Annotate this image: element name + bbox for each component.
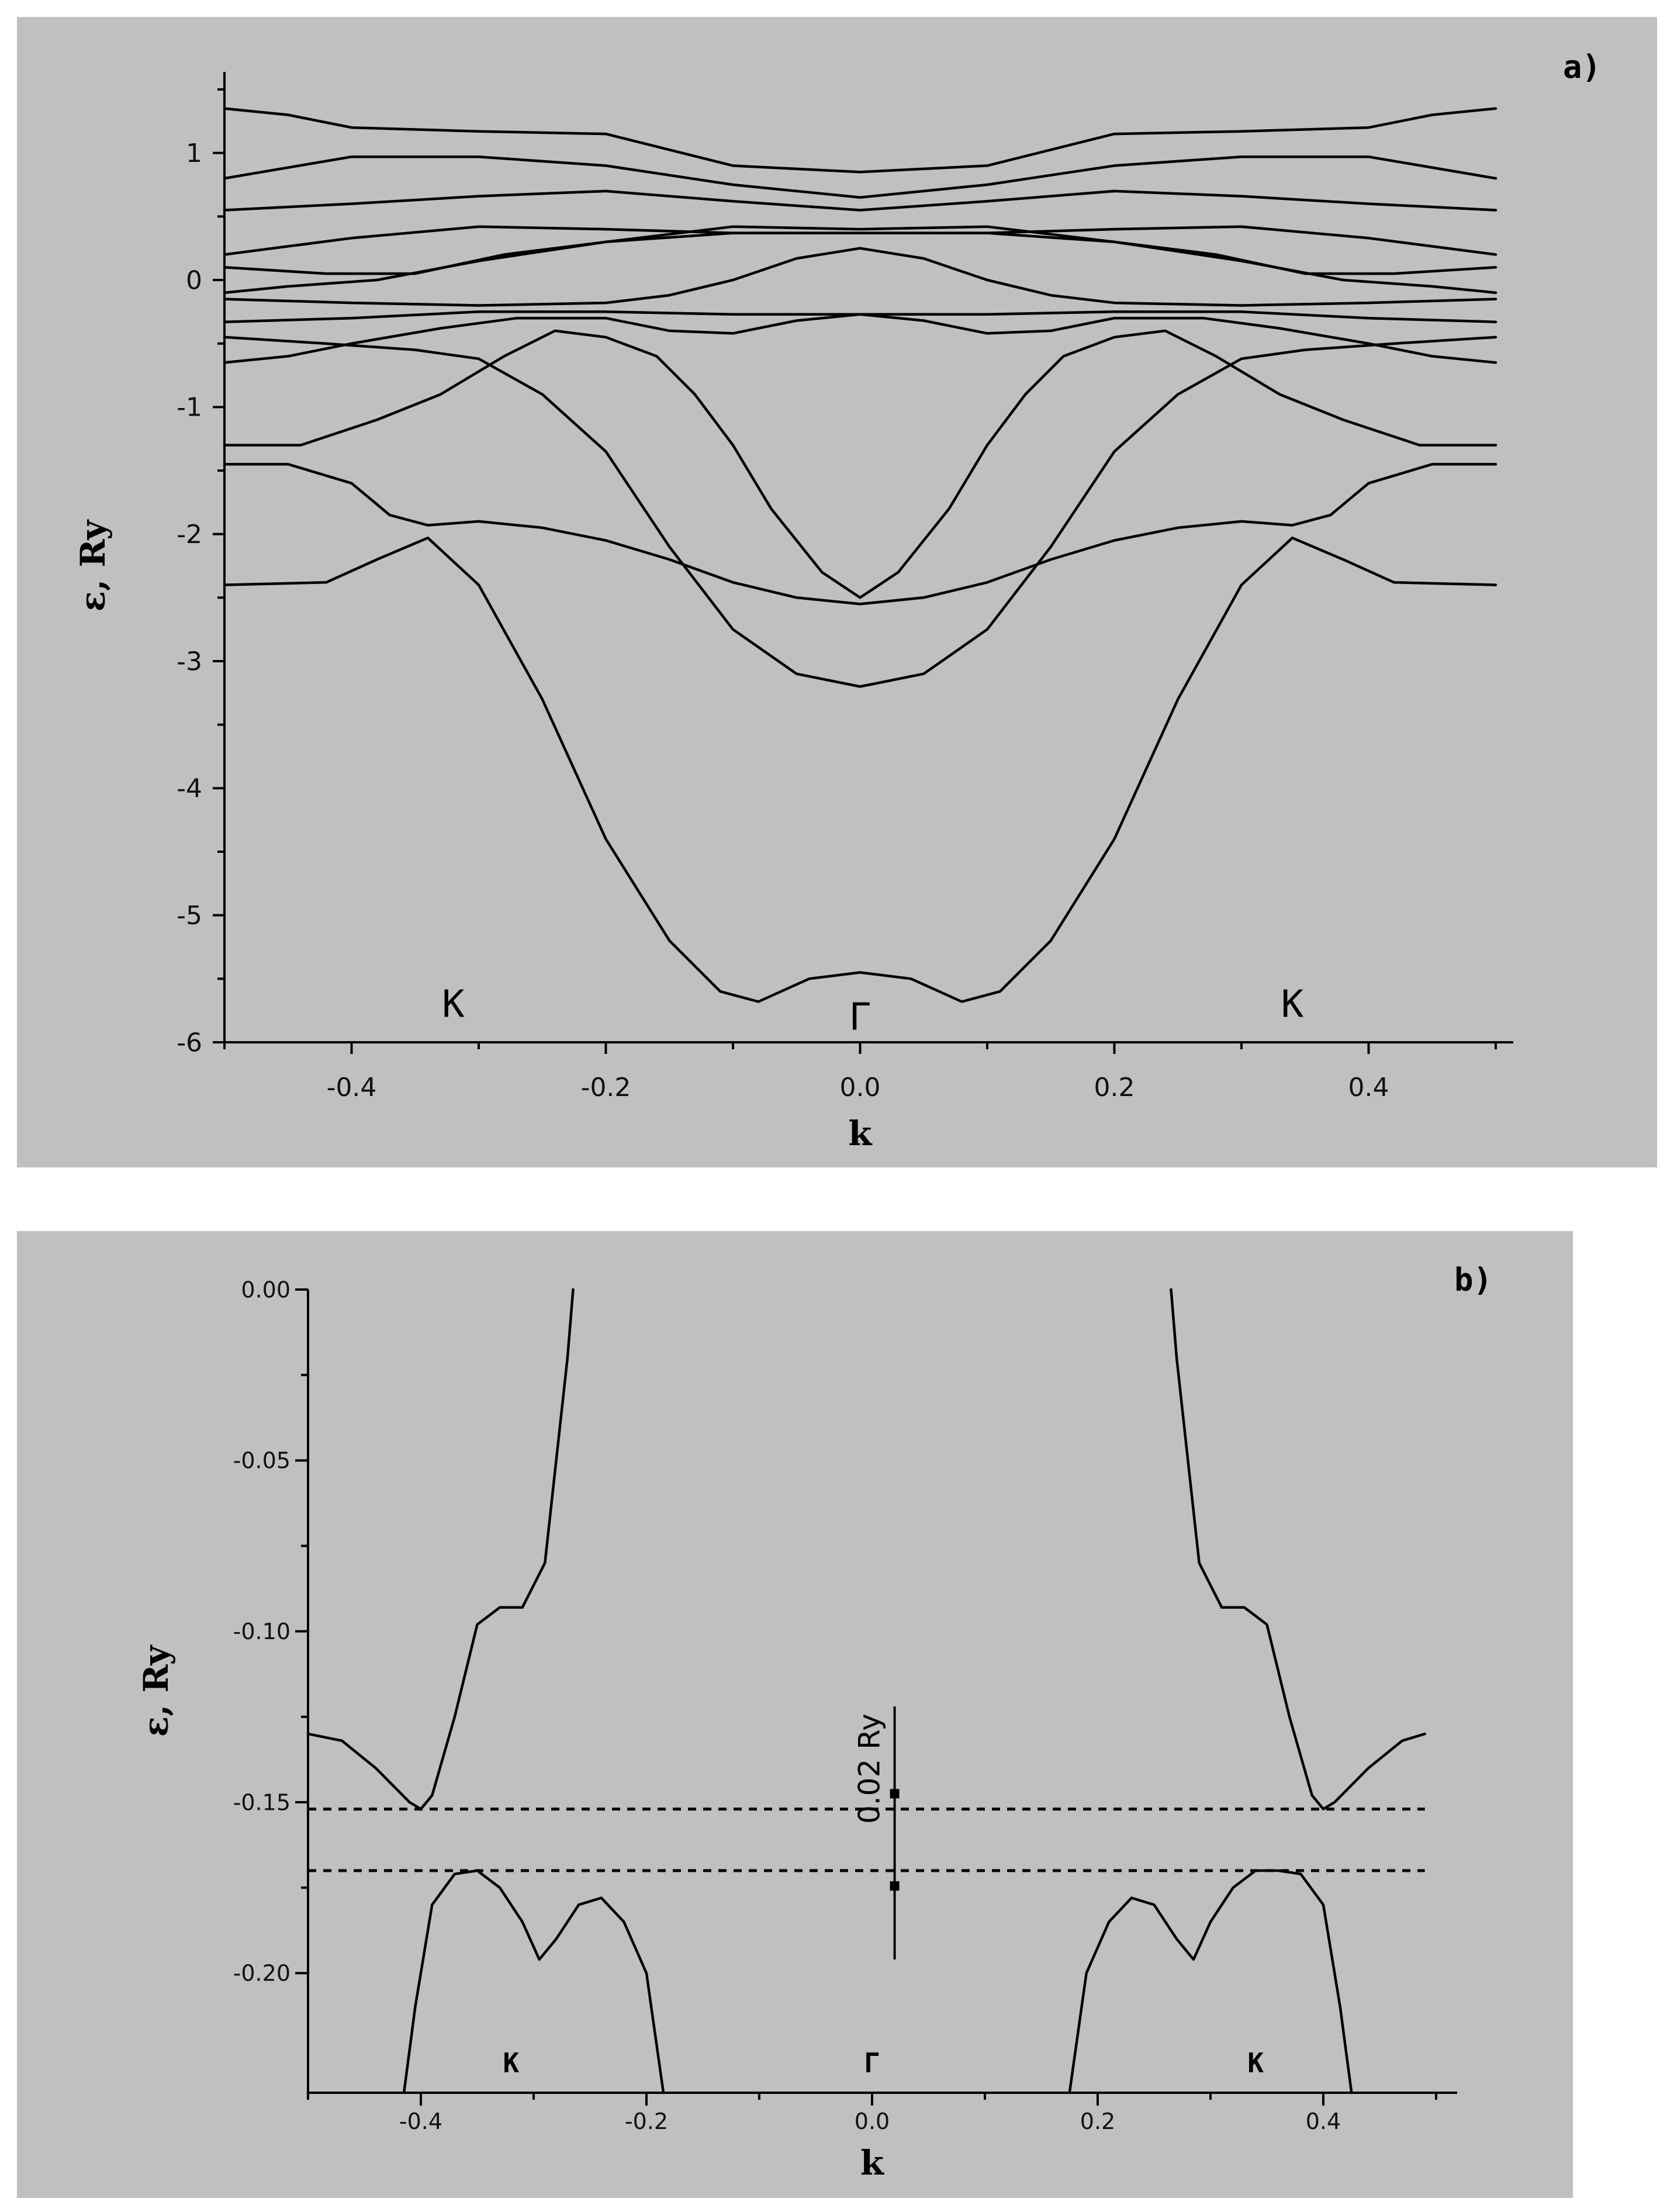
band-curve-6 (223, 310, 1497, 323)
x-tick-label: -0.4 (399, 2109, 442, 2134)
scale-bar-label: 0.02 Ry (853, 1713, 887, 1824)
band-curve-1 (223, 536, 1497, 1003)
band-curve-13 (223, 107, 1497, 174)
x-tick-label: -0.2 (581, 1073, 631, 1102)
x-tick-label: -0.4 (327, 1073, 377, 1102)
y-tick-label: 0 (186, 265, 202, 295)
y-tick-label: 1 (186, 139, 202, 168)
x-tick-label: 0.4 (1306, 2109, 1341, 2134)
band-curve-2 (1170, 1288, 1426, 1810)
y-tick-label: -5 (177, 901, 202, 931)
scale-bar-mark (890, 1789, 900, 1799)
y-tick-label: -0.15 (233, 1789, 290, 1815)
chart-b: -0.4 -0.2 0.0 0.2 0.4 0.00 -0.05 -0.10 -0.15 -0.2… (136, 1261, 1492, 2183)
y-tick-label: -0.05 (233, 1448, 290, 1474)
y-tick-label: -4 (177, 774, 202, 804)
band-curve-10 (223, 225, 1497, 256)
band-structure-panel-a: -0.4 -0.2 0.0 0.2 0.4 1 0 -1 -2 -3 -4 -5 -6 k ε, Ry a) K… (17, 17, 1657, 1167)
symmetry-point-label: K (503, 2047, 520, 2079)
x-tick-label: 0.4 (1348, 1073, 1389, 1102)
band-curve-8 (223, 231, 1497, 294)
x-tick-label: -0.2 (625, 2109, 668, 2134)
panel-label: a) (1563, 49, 1601, 85)
y-tick-label: -2 (177, 520, 202, 549)
y-tick-label: -0.10 (233, 1619, 290, 1644)
x-axis-label: k (860, 2143, 885, 2183)
band-structure-panel-b: -0.4 -0.2 0.0 0.2 0.4 0.00 -0.05 -0.10 -0.15 -0.2… (17, 1231, 1573, 2198)
y-axis-label: ε, Ry (73, 519, 113, 611)
symmetry-point-label: K (1247, 2047, 1264, 2079)
symmetry-point-label: Γ (849, 996, 871, 1039)
symmetry-point-label: K (442, 983, 465, 1026)
band-curve-5 (223, 313, 1497, 364)
symmetry-point-label: K (1281, 983, 1304, 1026)
y-tick-label: 0.00 (241, 1277, 290, 1302)
band-curve-4 (223, 329, 1497, 599)
band-curve-2 (223, 336, 1497, 688)
band-curve-11 (223, 189, 1497, 212)
band-curve-9 (223, 225, 1497, 275)
x-tick-label: 0.2 (1094, 1073, 1135, 1102)
y-tick-label: -0.20 (233, 1961, 290, 1986)
chart-a: -0.4 -0.2 0.0 0.2 0.4 1 0 -1 -2 -3 -4 -5 -6 k ε, Ry a) K… (73, 49, 1601, 1153)
x-tick-label: 0.0 (840, 1073, 881, 1102)
panel-label: b) (1454, 1261, 1492, 1298)
y-axis-label: ε, Ry (136, 1644, 176, 1737)
y-tick-label: -1 (177, 393, 202, 423)
band-curve-3 (223, 462, 1497, 606)
x-tick-label: 0.2 (1080, 2109, 1115, 2134)
y-tick-label: -6 (177, 1028, 202, 1057)
scale-bar-mark (890, 1881, 900, 1891)
x-axis-label: k (848, 1114, 873, 1153)
y-tick-label: -3 (177, 647, 202, 676)
symmetry-point-label: Γ (864, 2047, 880, 2079)
band-curve-3 (402, 1869, 665, 2095)
band-curve-7 (223, 247, 1497, 307)
band-curve-12 (223, 155, 1497, 199)
x-tick-label: 0.0 (855, 2109, 890, 2134)
band-curve-1 (306, 1288, 575, 1810)
band-curve-4 (1068, 1869, 1353, 2095)
